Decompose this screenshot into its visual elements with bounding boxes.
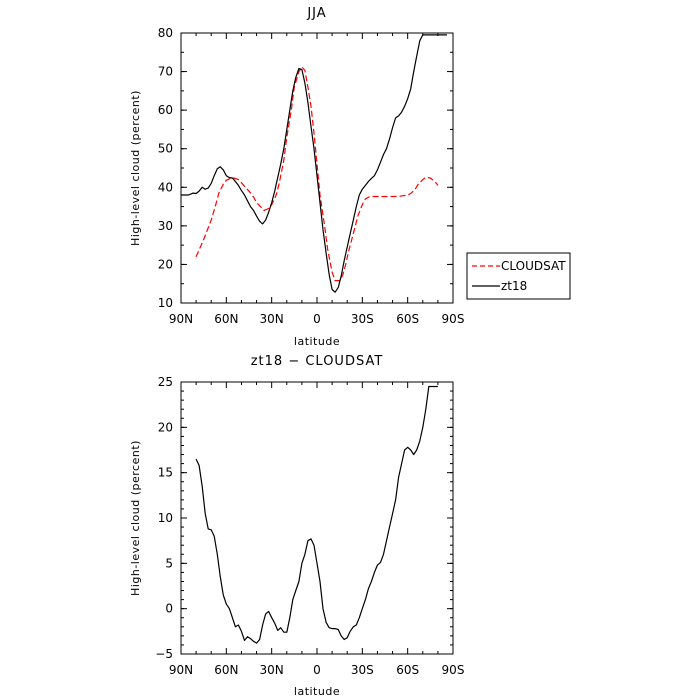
chart-top-series-group [181,34,447,293]
chart-top-ticks: 90N 60N 30N 0 30S 60S 90S 10 20 30 40 50 60 70 80 [158,26,465,326]
chart-bottom-ytick-label: −5 [155,647,173,661]
chart-bottom: zt18 − CLOUDSAT 90N 60N 30N 0 30S 60S 90S −5 0 5 1… [129,354,464,698]
chart-bottom-xtick-label: 90S [442,663,465,677]
chart-bottom-series-group [195,385,438,644]
chart-top-ytick-label: 40 [158,180,173,194]
chart-top-ytick-label: 70 [158,65,173,79]
chart-top-xtick-label: 30S [351,312,374,326]
chart-top-title: JJA [306,6,326,21]
chart-bottom-ylabel: High-level cloud (percent) [129,440,142,596]
chart-bottom-ytick-label: 15 [158,466,173,480]
legend-label-cloudsat: CLOUDSAT [501,259,566,273]
chart-top-ytick-label: 30 [158,219,173,233]
chart-top-series-line-zt18 [181,34,447,293]
chart-top-series-line-cloudsat [195,66,439,282]
chart-top-xtick-label: 90N [169,312,193,326]
chart-top-ytick-label: 20 [158,257,173,271]
chart-bottom-ytick-label: 25 [158,375,173,389]
chart-bottom-ytick-label: 0 [165,602,173,616]
chart-top-xtick-label: 0 [313,312,321,326]
chart-bottom-xlabel: latitude [294,685,340,698]
chart-top-xtick-label: 90S [442,312,465,326]
chart-top-ytick-label: 80 [158,26,173,40]
chart-bottom-xtick-label: 60N [214,663,238,677]
chart-bottom-xtick-label: 0 [313,663,321,677]
chart-top-ytick-label: 50 [158,142,173,156]
legend-label-zt18: zt18 [501,279,527,293]
chart-top-legend: CLOUDSAT zt18 [466,252,571,300]
chart-bottom-ytick-label: 10 [158,511,173,525]
chart-bottom-title: zt18 − CLOUDSAT [251,354,384,369]
chart-bottom-plot-frame [180,381,454,655]
chart-bottom-series-line-series-0 [195,385,438,644]
legend-box [466,252,571,300]
chart-top-xtick-label: 60S [396,312,419,326]
chart-bottom-ticks: 90N 60N 30N 0 30S 60S 90S −5 0 5 10 15 20 25 [155,375,464,677]
chart-top-ytick-label: 10 [158,296,173,310]
chart-top-ytick-label: 60 [158,103,173,117]
chart-top-xtick-label: 60N [214,312,238,326]
chart-top-xtick-label: 30N [260,312,284,326]
chart-bottom-ytick-label: 20 [158,420,173,434]
chart-top: JJA 90N 60N 30N 0 30S 60S 90S1020304050607080 … [129,6,571,348]
chart-bottom-xtick-label: 30S [351,663,374,677]
chart-top-xlabel: latitude [294,335,340,348]
chart-bottom-xtick-label: 30N [260,663,284,677]
chart-top-ylabel: High-level cloud (percent) [129,90,142,246]
chart-bottom-xtick-label: 90N [169,663,193,677]
chart-bottom-xtick-label: 60S [396,663,419,677]
chart-bottom-ytick-label: 5 [165,556,173,570]
